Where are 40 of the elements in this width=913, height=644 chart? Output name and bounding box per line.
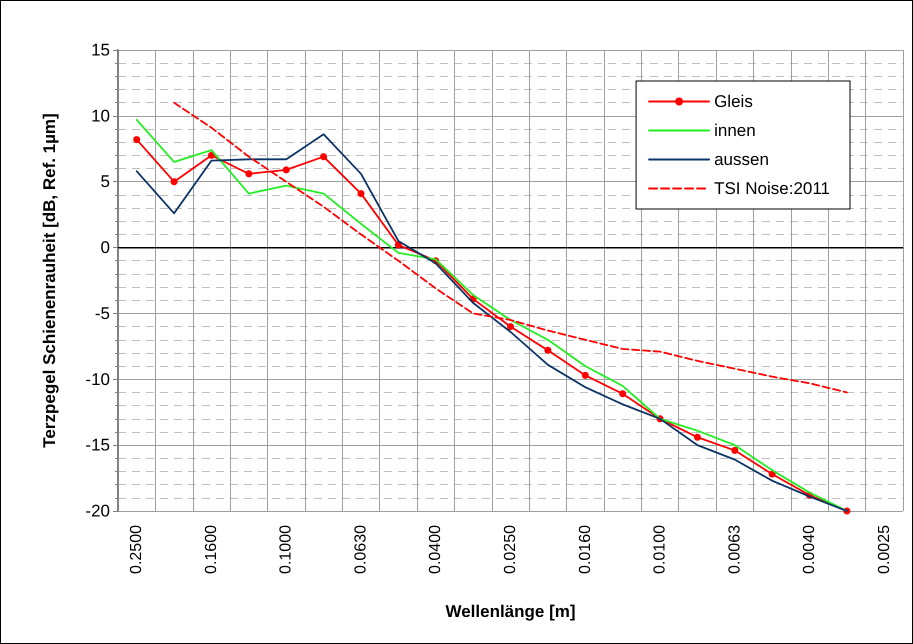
legend-label: Gleis [714,92,753,111]
point [208,152,215,159]
point [694,434,701,441]
legend-label: aussen [714,150,769,169]
point [320,153,328,160]
point [582,372,589,379]
y-tick-label: -10 [85,370,110,389]
y-tick-label: -5 [94,304,110,323]
point [394,241,402,248]
y-tick-label: 0 [100,238,110,258]
x-tick-label: 0.0100 [652,524,669,574]
point [245,170,252,178]
legend-label: innen [714,121,756,140]
point [731,446,738,454]
point [282,166,290,174]
y-tick-label: -20 [85,502,110,520]
y-axis-title: Terzpegel Schienenrauheit [dB, Ref. 1µm] [40,113,59,448]
y-tick-label: 5 [100,172,110,192]
y-tick-label: 15 [91,40,110,60]
point [357,190,364,198]
x-tick-label: 0.1600 [202,524,220,574]
x-tick-label: 0.1000 [278,524,295,574]
point [133,136,140,144]
x-tick-label: 0.0063 [726,524,744,574]
x-tick-label: 0.0025 [876,524,893,574]
x-tick-label: 0.2500 [128,524,146,574]
x-tick-label: 0.0250 [502,524,519,574]
x-tick-label: 0.0630 [352,524,370,574]
y-tick-label: 10 [91,106,110,126]
x-tick-label: 0.0160 [576,524,594,574]
point [507,323,514,330]
point [170,178,178,186]
point [619,390,626,398]
point [768,470,776,478]
x-tick-label: 0.0040 [801,524,818,574]
x-axis-title: Wellenlänge [m] [445,602,576,621]
legend-label: TSI Noise:2011 [714,179,830,198]
point [544,346,552,354]
y-tick-label: -15 [85,436,110,455]
x-tick-label: 0.0400 [427,524,444,574]
